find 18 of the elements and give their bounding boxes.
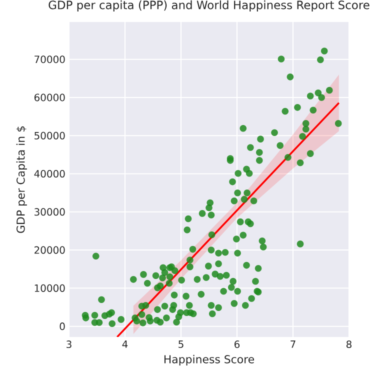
- y-tick-label: 60000: [34, 94, 65, 102]
- x-axis-title: Happiness Score: [164, 354, 254, 366]
- x-tick-label: 7: [290, 340, 296, 348]
- x-tick-label: 4: [122, 340, 128, 348]
- chart-title: GDP per capita (PPP) and World Happiness Report Score: [48, 0, 370, 12]
- x-tick-label: 3: [66, 340, 72, 348]
- x-tick-label: 6: [234, 340, 240, 348]
- y-axis-title: GDP per Capita in $: [16, 126, 27, 233]
- y-tick-label: 70000: [34, 56, 65, 64]
- y-tick-label: 50000: [34, 132, 65, 140]
- line-series: [116, 102, 340, 337]
- y-tick-label: 10000: [34, 284, 65, 292]
- y-tick-label: 20000: [34, 246, 65, 254]
- y-tick-label: 30000: [34, 208, 65, 216]
- x-tick-label: 5: [178, 340, 184, 348]
- y-tick-label: 40000: [34, 170, 65, 178]
- x-tick-label: 8: [346, 340, 352, 348]
- y-tick-label: 0: [60, 322, 65, 330]
